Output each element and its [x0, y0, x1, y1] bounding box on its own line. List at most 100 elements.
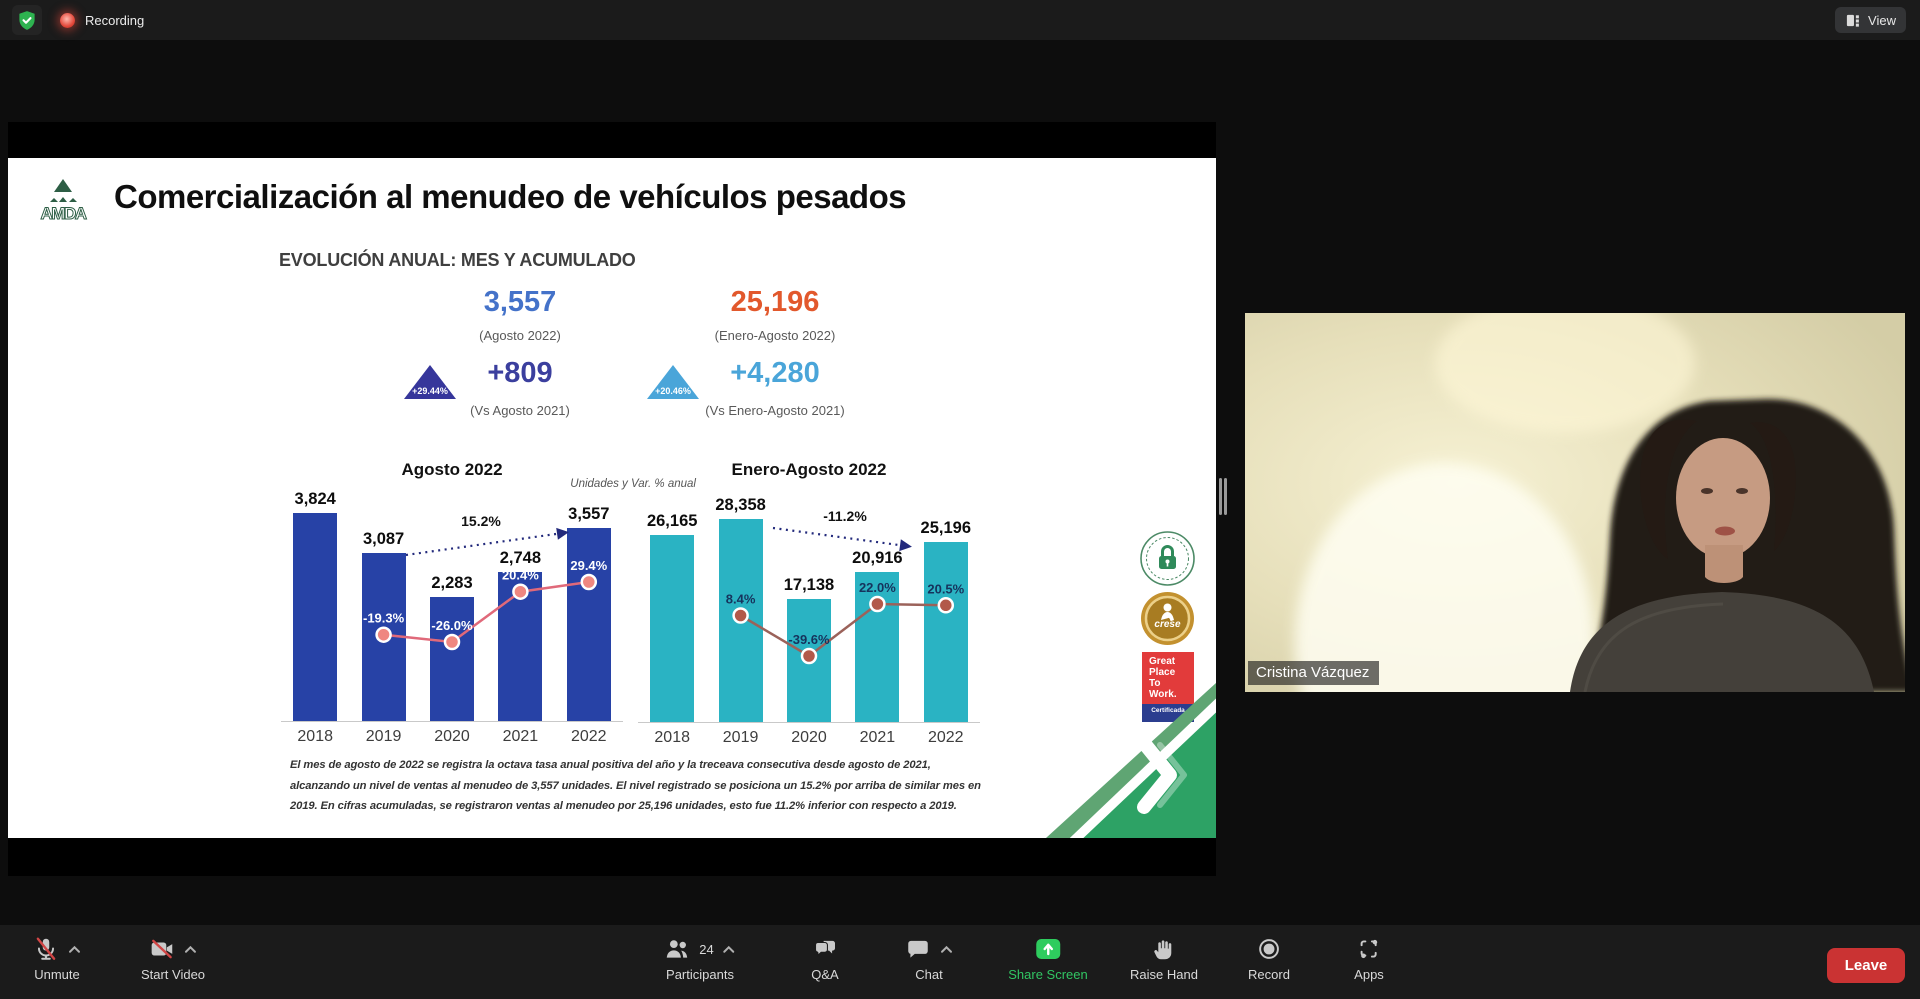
shared-screen-slide: AMDA Comercialización al menudeo de vehí… — [8, 120, 1216, 877]
crese-seal-icon: crese — [1141, 592, 1194, 645]
x-axis-label: 2021 — [502, 728, 539, 745]
participants-icon — [666, 940, 688, 958]
kpi-month-caption: (Agosto 2022) — [479, 328, 561, 343]
units-note: Unidades y Var. % anual — [570, 478, 696, 490]
pct-label: 29.4% — [570, 558, 607, 573]
gallery-view-icon — [1846, 14, 1859, 27]
raise-hand-button[interactable]: Raise Hand — [1130, 932, 1198, 982]
raise-hand-label: Raise Hand — [1130, 967, 1198, 982]
chart-accum-title: Enero-Agosto 2022 — [731, 460, 887, 479]
x-axis-label: 2019 — [365, 728, 402, 745]
bar-2022 — [566, 527, 611, 721]
kpi-accum-delta: +4,280 — [730, 357, 820, 389]
chat-label: Chat — [915, 967, 943, 982]
x-axis-label: 2022 — [927, 729, 964, 746]
view-button[interactable]: View — [1835, 7, 1906, 33]
x-axis-label: 2018 — [297, 728, 333, 745]
x-axis-label: 2020 — [791, 729, 827, 746]
section-title: EVOLUCIÓN ANUAL: MES Y ACUMULADO — [279, 250, 636, 270]
bar-2018 — [293, 513, 338, 721]
chart-month-title: Agosto 2022 — [401, 460, 503, 479]
bar-value-label: 2,283 — [431, 574, 473, 593]
camera-off-icon — [151, 939, 173, 959]
participant-name-label: Cristina Vázquez — [1248, 661, 1380, 685]
pct-label: -39.6% — [788, 632, 830, 647]
bar-value-label: 3,087 — [362, 530, 405, 549]
bar-value-label: 28,358 — [715, 495, 766, 514]
x-axis-label: 2019 — [722, 729, 759, 746]
bar-value-label: 25,196 — [920, 518, 972, 537]
svg-text:crese: crese — [1154, 619, 1181, 630]
participants-label: Participants — [666, 967, 734, 982]
bar-value-label: 3,824 — [294, 490, 336, 509]
bar-2022 — [923, 541, 968, 722]
raise-hand-icon — [1154, 940, 1172, 960]
recording-dot-icon — [60, 12, 75, 28]
participants-count: 24 — [699, 941, 714, 957]
x-axis-line — [281, 721, 623, 722]
recording-label: Recording — [85, 12, 145, 28]
pct-label: 8.4% — [726, 592, 756, 607]
x-axis-label: 2022 — [570, 728, 607, 745]
kpi-month-delta-caption: (Vs Agosto 2021) — [470, 403, 570, 418]
apps-button[interactable]: Apps — [1354, 932, 1384, 982]
participants-button[interactable]: 24 Participants — [664, 932, 735, 982]
share-screen-button[interactable]: Share Screen — [1008, 932, 1088, 982]
annotation-label: 15.2% — [461, 513, 501, 529]
bar-value-label: 2,748 — [499, 548, 542, 567]
pct-label: 20.4% — [502, 568, 539, 583]
unmute-button[interactable]: Unmute — [33, 932, 81, 982]
kpi-accum-delta-caption: (Vs Enero-Agosto 2021) — [705, 403, 845, 418]
kpi-accum-value: 25,196 — [730, 286, 820, 318]
start-video-button[interactable]: Start Video — [141, 932, 205, 982]
amda-logo: AMDA — [40, 179, 88, 224]
kpi-month-delta: +809 — [487, 357, 553, 389]
pct-label: -26.0% — [431, 618, 473, 633]
unmute-label: Unmute — [34, 967, 80, 982]
svg-text:AMDA: AMDA — [41, 204, 87, 223]
chat-button[interactable]: Chat — [905, 932, 953, 982]
chevron-up-icon[interactable] — [184, 945, 197, 954]
x-axis-line — [638, 722, 980, 723]
bar-value-label: 26,165 — [646, 511, 698, 530]
pct-line-overlay: 15.2% -19.3% -26.0% 20.4% 29.4% — [363, 513, 608, 651]
start-video-label: Start Video — [140, 967, 206, 982]
qa-label: Q&A — [811, 967, 839, 982]
bar-value-label: 17,138 — [783, 576, 835, 595]
kpi-accum-caption: (Enero-Agosto 2022) — [714, 328, 836, 343]
pct-line-overlay: -11.2% 8.4% -39.6% 22.0% 20.5% — [726, 508, 965, 665]
bar-chart-month: 3,824 2018 3,087 2019 2,283 2020 2,748 2021 3,55… — [281, 490, 623, 745]
great-place-to-work-badge: Great Place To Work. Certificada — [1142, 652, 1194, 722]
share-screen-icon — [1036, 939, 1060, 959]
x-axis-label: 2021 — [859, 729, 896, 746]
panel-resize-handle[interactable] — [1219, 478, 1229, 515]
microphone-muted-icon — [36, 937, 56, 960]
annotation-label: -11.2% — [823, 508, 867, 524]
apps-label: Apps — [1354, 967, 1384, 982]
qa-button[interactable]: Q&A — [811, 932, 839, 982]
record-button[interactable]: Record — [1248, 932, 1290, 982]
pct-label: 20.5% — [927, 581, 964, 596]
record-icon — [1259, 939, 1279, 959]
chevron-up-icon[interactable] — [940, 945, 953, 954]
slide-letterbox-top — [8, 122, 1216, 158]
pct-label: 22.0% — [859, 580, 896, 595]
meeting-toolbar: Unmute Start Video — [0, 925, 1920, 999]
x-axis-label: 2020 — [434, 728, 470, 745]
qa-bubbles-icon — [814, 940, 835, 957]
leave-button[interactable]: Leave — [1827, 948, 1905, 983]
security-shield-icon[interactable] — [12, 5, 42, 35]
recording-indicator: Recording — [12, 0, 144, 40]
slide-content: AMDA Comercialización al menudeo de vehí… — [8, 158, 1216, 838]
slide-footnote: El mes de agosto de 2022 se registra la … — [290, 759, 981, 812]
chevron-up-icon[interactable] — [68, 945, 81, 954]
apps-icon — [1360, 939, 1378, 959]
bar-chart-accum: 26,165 2018 28,358 2019 17,138 2020 20,916 2021… — [638, 496, 980, 746]
participant-video-tile[interactable]: Cristina Vázquez — [1245, 313, 1905, 692]
chevron-up-icon[interactable] — [723, 945, 736, 954]
chat-bubble-icon — [908, 940, 928, 958]
kpi-month-value: 3,557 — [483, 286, 557, 318]
x-axis-label: 2018 — [654, 729, 690, 746]
bar-2018 — [650, 534, 695, 722]
